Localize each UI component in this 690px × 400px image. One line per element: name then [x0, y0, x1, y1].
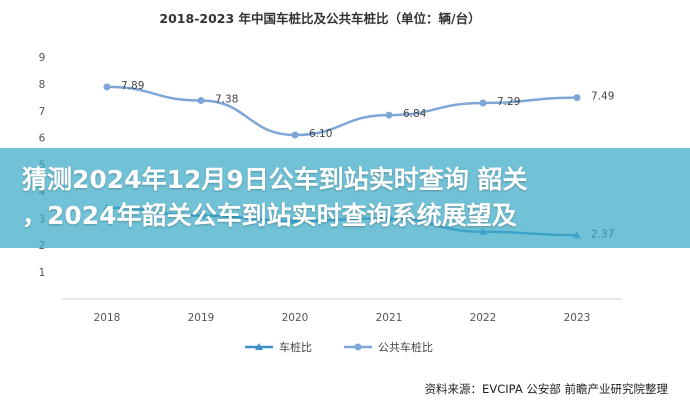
x-tick-label: 2022 [470, 312, 497, 324]
legend-label: 公共车桩比 [378, 340, 433, 354]
data-point [385, 111, 393, 119]
legend-label: 车桩比 [279, 340, 312, 354]
series-line [106, 85, 578, 137]
legend-marker-triangle [255, 343, 263, 350]
headline-line-2: ，2024年韶关公车到站实时查询系统展望及 [22, 201, 517, 230]
y-tick-label: 9 [39, 52, 46, 64]
y-tick-label: 6 [39, 133, 46, 145]
data-point [573, 94, 581, 102]
headline-banner: 猜测2024年12月9日公车到站实时查询 韶关 ，2024年韶关公车到站实时查询… [0, 148, 690, 248]
data-point [479, 99, 487, 107]
y-tick-label: 8 [39, 79, 46, 91]
data-label: 7.89 [121, 80, 144, 92]
data-point [197, 97, 205, 105]
x-axis-ticks: 2018 2019 2020 2021 2022 2023 [94, 312, 591, 324]
x-tick-label: 2020 [282, 312, 309, 324]
data-point [291, 131, 299, 139]
chart-legend: 车桩比 公共车桩比 [245, 340, 433, 354]
headline-line-1: 猜测2024年12月9日公车到站实时查询 韶关 [22, 165, 528, 194]
data-label: 6.84 [403, 108, 427, 120]
y-tick-label: 7 [39, 106, 46, 118]
data-label: 6.10 [309, 128, 332, 140]
x-tick-label: 2021 [376, 312, 403, 324]
data-label: 7.38 [215, 94, 238, 106]
source-note: 资料来源：EVCIPA 公安部 前瞻产业研究院整理 [424, 382, 668, 396]
x-tick-label: 2018 [94, 312, 121, 324]
legend-marker-circle [354, 343, 362, 351]
x-tick-label: 2019 [188, 312, 215, 324]
y-tick-label: 1 [39, 267, 46, 279]
x-tick-label: 2023 [564, 312, 591, 324]
data-point [103, 83, 111, 91]
data-label: 7.29 [497, 96, 520, 108]
data-label: 7.49 [591, 91, 614, 103]
chart-title: 2018-2023 年中国车桩比及公共车桩比（单位：辆/台） [159, 11, 480, 26]
